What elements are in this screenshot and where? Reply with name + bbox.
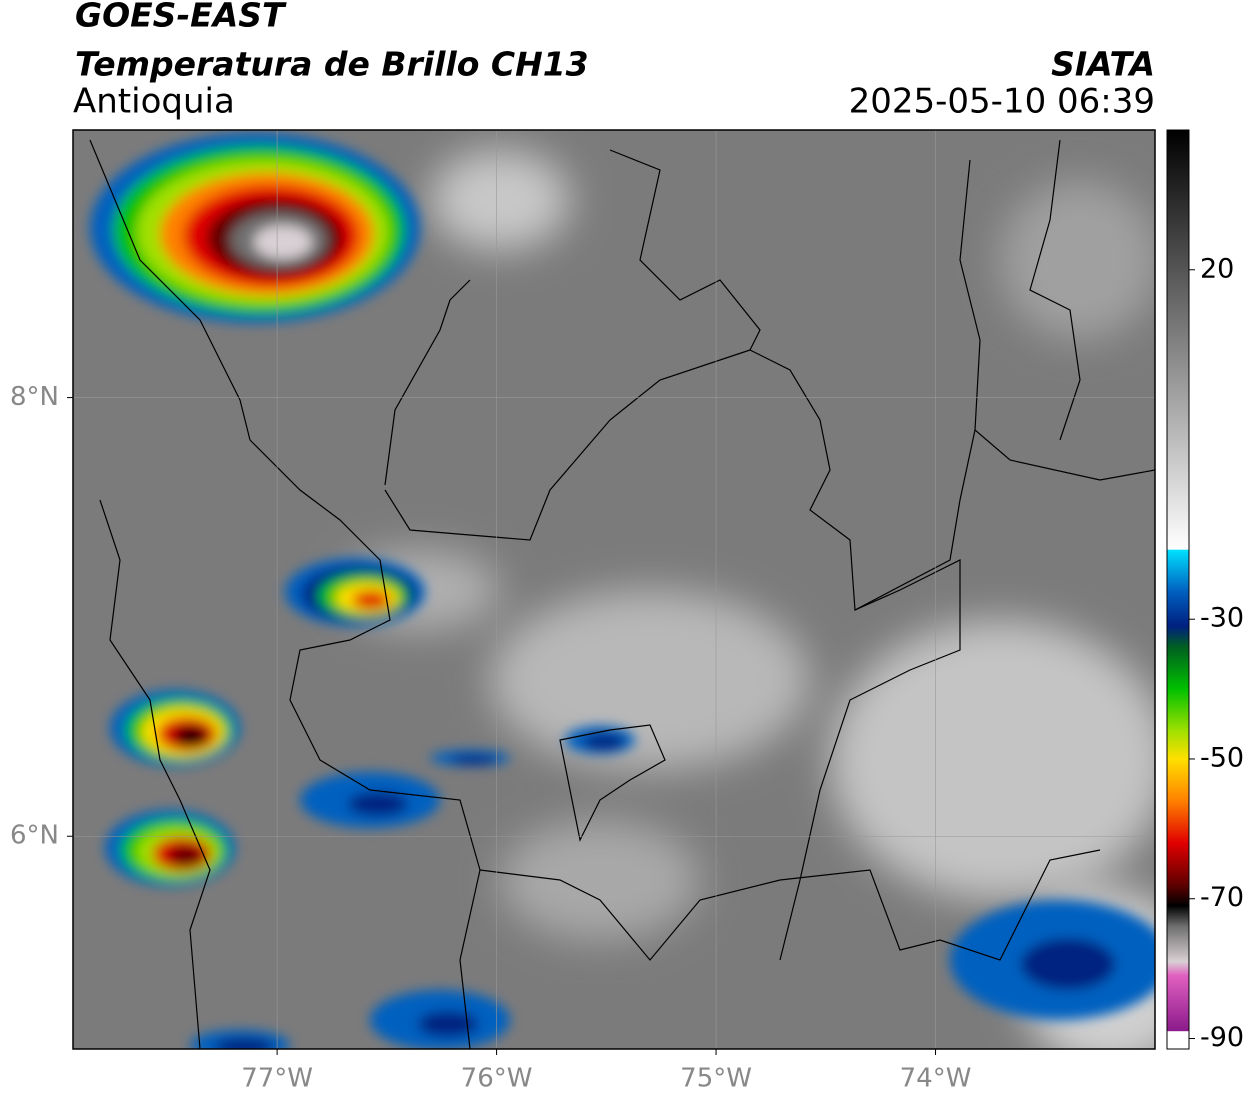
colorbar-tick-label: -90 [1200,1022,1244,1053]
map-frame [72,129,1156,1050]
cell-layer [450,755,498,765]
colorbar-tick-label: -50 [1200,742,1244,773]
y-tick-label: 8°N [10,382,59,412]
borders [89,139,1155,1049]
x-tick-label: 75°W [680,1064,752,1094]
x-tick-label: 76°W [461,1064,533,1094]
cell-layer [168,845,204,867]
cell-layer [253,225,313,259]
y-tick-label: 6°N [10,821,59,851]
cell-layer [173,725,209,747]
cell-layer [418,1011,478,1037]
colorbar [1166,129,1190,1050]
x-tick-label: 74°W [900,1064,972,1094]
graticule [73,130,1155,1049]
cell-layer [583,733,625,751]
colorbar-tick-label: -30 [1200,603,1244,634]
colorbar-tick-label: 20 [1200,253,1234,284]
timestamp: 2025-05-10 06:39 [849,82,1155,122]
source: SIATA [1051,45,1155,84]
cell-layer [214,1038,274,1049]
cell-layer [351,590,391,610]
cell-layer [1020,938,1116,990]
map-area [73,130,1155,1049]
colorbar-ticks: 20 -30 -50 -70 -90 [1189,253,1244,1053]
region: Antioquia [73,82,235,122]
title: GOES-EAST [75,0,287,35]
x-tick-label: 77°W [241,1064,313,1094]
colorbar-tick-label: -70 [1200,882,1244,913]
axes: 77°W 76°W 75°W 74°W 8°N 6°N [10,382,971,1093]
subtitle: Temperatura de Brillo CH13 [75,45,589,84]
convective-cells [90,133,1155,1049]
cell-layer [348,792,408,816]
